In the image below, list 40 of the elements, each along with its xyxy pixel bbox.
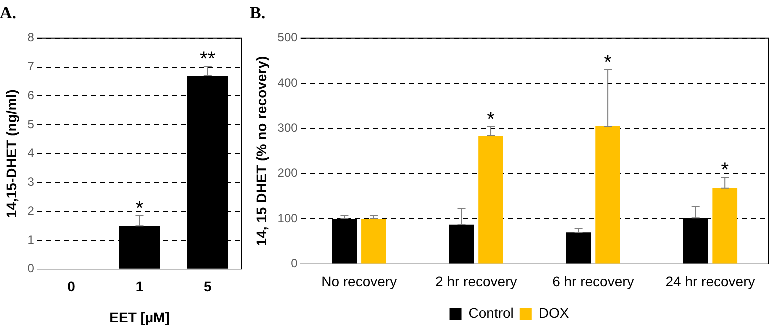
- y-tick-label: 6: [28, 88, 35, 102]
- y-tick-label: 300: [278, 121, 298, 136]
- y-tick-label: 7: [28, 60, 35, 74]
- bar: [478, 136, 504, 264]
- legend-label: DOX: [538, 304, 570, 321]
- y-tick-label: 0: [291, 256, 298, 271]
- y-tick-label: 2: [28, 204, 35, 218]
- bar: [449, 224, 474, 264]
- x-tick-label: 0: [68, 278, 76, 295]
- bar: [596, 126, 620, 264]
- y-tick-label: 100: [278, 211, 298, 226]
- y-tick-label: 3: [28, 175, 35, 190]
- x-tick-label: No recovery: [322, 273, 398, 290]
- y-tick-label: 0: [28, 262, 35, 276]
- y-tick-label: 5: [28, 117, 35, 132]
- x-tick-label: 2 hr recovery: [436, 273, 518, 290]
- x-tick-label: 24 hr recovery: [666, 273, 756, 290]
- chart-title: B.: [250, 4, 266, 23]
- bar: [712, 188, 738, 264]
- y-tick-label: 1: [28, 232, 35, 247]
- annotation: *: [136, 198, 144, 220]
- annotation: *: [604, 52, 612, 74]
- x-tick-label: 5: [204, 278, 212, 295]
- annotation: *: [721, 159, 730, 182]
- x-axis-title: EET [µM]: [110, 309, 170, 326]
- y-tick-label: 8: [28, 30, 35, 45]
- y-axis-title: 14,15-DHET (ng/ml): [3, 90, 20, 218]
- x-tick-label: 1: [136, 278, 144, 295]
- y-axis-title: 14, 15 DHET (% no recovery): [253, 56, 270, 246]
- y-tick-label: 4: [28, 146, 35, 160]
- legend-label: Control: [468, 304, 514, 321]
- x-tick-label: 6 hr recovery: [552, 273, 634, 290]
- bar: [362, 219, 386, 264]
- chart-title: A.: [0, 4, 17, 23]
- annotation: *: [487, 108, 496, 131]
- annotation: **: [200, 48, 216, 71]
- y-tick-label: 500: [278, 30, 298, 45]
- y-tick-label: 400: [278, 76, 298, 90]
- bar: [566, 232, 592, 264]
- y-tick-label: 200: [278, 166, 298, 180]
